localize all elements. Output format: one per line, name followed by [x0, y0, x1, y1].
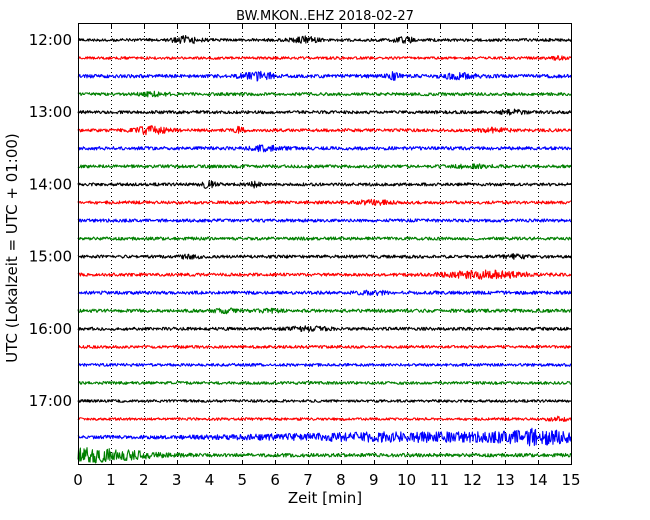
- vertical-grid: [111, 24, 539, 465]
- trace-1700: [77, 399, 572, 403]
- trace-1745: [77, 447, 572, 464]
- trace-1730: [77, 427, 572, 447]
- trace-1330: [77, 144, 572, 153]
- y-tick-label: 14:00: [29, 175, 72, 193]
- trace-1515: [77, 269, 572, 280]
- x-axis-label: Zeit [min]: [288, 489, 362, 507]
- trace-1400: [77, 180, 572, 189]
- y-axis-label: UTC (Lokalzeit = UTC + 01:00): [3, 133, 21, 363]
- trace-1300: [77, 108, 572, 116]
- x-tick-label: 9: [369, 471, 379, 489]
- plot-frame: [78, 23, 572, 465]
- x-tick-label: 12: [463, 471, 482, 489]
- y-tick-label: 13:00: [29, 103, 72, 121]
- x-tick-label: 8: [336, 471, 346, 489]
- trace-1345: [77, 163, 572, 170]
- trace-1415: [77, 198, 572, 206]
- trace-1315: [77, 125, 572, 136]
- axis-ticks: 0 1 2 3 4 5 6 7 8 9 10 11 12 13 14 1512:0013:0014:0015:…: [29, 24, 581, 489]
- trace-1645: [77, 380, 572, 385]
- chart-title: BW.MKON..EHZ 2018-02-27: [236, 9, 414, 24]
- trace-1445: [77, 236, 572, 241]
- x-tick-label: 13: [496, 471, 515, 489]
- trace-1245: [77, 90, 572, 98]
- x-tick-label: 14: [529, 471, 548, 489]
- x-tick-label: 0: [73, 471, 83, 489]
- y-tick-label: 16:00: [29, 320, 72, 338]
- x-tick-label: 15: [561, 471, 580, 489]
- x-tick-label: 11: [430, 471, 449, 489]
- trace-1215: [77, 55, 572, 61]
- x-tick-label: 3: [172, 471, 182, 489]
- x-tick-label: 1: [106, 471, 116, 489]
- seismogram-traces: [77, 34, 572, 464]
- x-tick-label: 5: [238, 471, 248, 489]
- trace-1615: [77, 344, 572, 349]
- trace-1200: [77, 34, 572, 45]
- trace-1530: [77, 289, 572, 297]
- x-tick-label: 7: [303, 471, 313, 489]
- x-tick-label: 2: [139, 471, 149, 489]
- x-tick-label: 10: [397, 471, 416, 489]
- y-tick-label: 15:00: [29, 248, 72, 266]
- y-tick-label: 17:00: [29, 392, 72, 410]
- x-tick-label: 4: [205, 471, 215, 489]
- y-tick-label: 12:00: [29, 31, 72, 49]
- trace-1600: [77, 325, 572, 332]
- trace-1715: [77, 415, 572, 422]
- trace-1630: [77, 362, 572, 367]
- x-tick-label: 6: [270, 471, 280, 489]
- trace-1500: [77, 253, 572, 260]
- trace-1545: [77, 307, 572, 315]
- trace-1230: [77, 70, 572, 82]
- trace-1430: [77, 218, 572, 223]
